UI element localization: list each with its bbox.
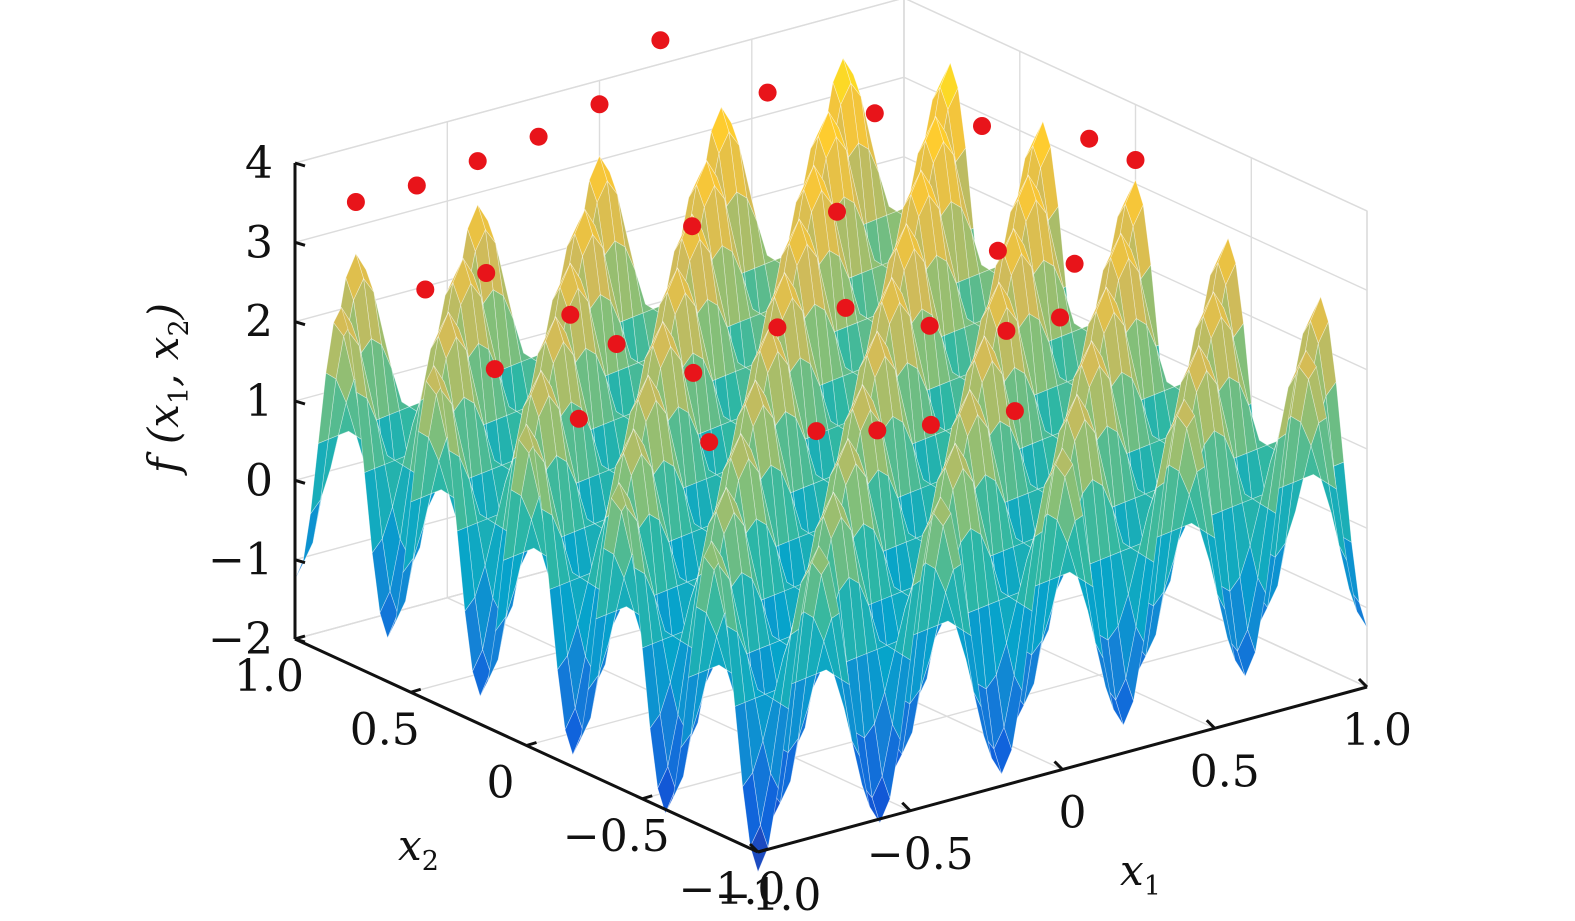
z-axis-label-suffix: ) [139, 303, 188, 320]
z-tick-label: 2 [245, 297, 273, 348]
z-tick-mark [294, 399, 306, 406]
surface-mesh [294, 57, 1368, 873]
x1-tick-mark [901, 801, 912, 812]
z-tick-label: −1 [208, 535, 273, 586]
x2-tick-mark [526, 741, 537, 747]
z-tick-mark [294, 320, 306, 327]
x2-tick-label: 1.0 [234, 651, 304, 702]
peak-marker [561, 305, 580, 324]
peak-marker [684, 363, 703, 382]
x2-axis-label-var: x [398, 821, 422, 870]
x1-tick-label: 0.5 [1190, 746, 1260, 797]
peak-marker [807, 422, 826, 441]
peak-marker [868, 421, 887, 440]
peak-marker [683, 217, 702, 236]
z-axis-label-sep: , [139, 360, 188, 387]
peak-marker [828, 202, 846, 221]
x2-axis-label-sub: 2 [422, 846, 439, 877]
peak-marker [1051, 308, 1069, 327]
x2-tick-mark [410, 687, 422, 694]
z-tick-label: −2 [208, 614, 273, 665]
surface-cell [749, 824, 769, 873]
peak-marker [997, 321, 1016, 340]
z-tick-mark [294, 240, 306, 247]
x1-tick-label: −1.0 [715, 870, 822, 921]
peak-marker [346, 193, 365, 211]
peak-marker [485, 360, 504, 379]
x1-tick-mark [1357, 677, 1369, 689]
peak-marker [768, 318, 787, 337]
x2-tick-label: −1.0 [679, 864, 786, 915]
peak-marker [651, 31, 670, 50]
peak-marker [1126, 151, 1145, 169]
peak-marker [758, 83, 777, 102]
x2-tick-mark [757, 847, 769, 854]
x1-tick-mark [748, 842, 760, 854]
x1-tick-label: −0.5 [867, 829, 974, 880]
axis-labels: x1 x2 f (x1, x2) [139, 303, 1161, 902]
x1-axis-label-sub: 1 [1144, 871, 1161, 902]
x1-axis-label-var: x [1120, 846, 1144, 895]
peak-marker [569, 409, 588, 428]
x2-axis-label: x2 [398, 821, 439, 877]
x1-tick-label: 1.0 [1342, 705, 1412, 756]
x2-tick-label: 0 [487, 758, 515, 809]
peak-marker [700, 433, 719, 452]
peak-marker [607, 335, 626, 353]
peak-marker [1080, 129, 1099, 148]
peak-marker [973, 117, 991, 135]
peak-marker [590, 95, 609, 114]
z-axis-label-var2: x [139, 336, 188, 360]
grid-line-z [294, 0, 1368, 212]
peak-marker [988, 241, 1007, 260]
x1-tick-mark [1053, 760, 1064, 771]
peak-marker [477, 264, 496, 282]
z-tick-label: 0 [245, 455, 273, 506]
peak-marker [865, 104, 884, 123]
z-tick-mark [294, 161, 306, 168]
z-axis-label-sub2: 2 [164, 319, 195, 336]
x1-tick-label: 0 [1059, 788, 1087, 839]
peak-marker [407, 176, 426, 195]
z-axis-label-sub1: 1 [164, 387, 195, 404]
z-tick-label: 1 [245, 376, 273, 427]
peak-marker [1065, 254, 1084, 273]
z-tick-mark [294, 558, 306, 565]
x1-tick-mark [1205, 719, 1216, 730]
x1-axis-label: x1 [1120, 846, 1161, 902]
peak-marker [416, 280, 435, 299]
grid-line-z [294, 76, 1368, 291]
peak-marker [921, 415, 940, 434]
peak-marker [529, 127, 548, 146]
z-axis-label-var1: x [139, 404, 188, 428]
axes [293, 161, 1369, 854]
z-tick-mark [294, 637, 306, 644]
z-axis-label: f (x1, x2) [139, 303, 195, 476]
x2-tick-label: 0.5 [350, 704, 420, 755]
x2-tick-mark [641, 794, 653, 801]
peak-marker [468, 152, 487, 171]
x2-tick-label: −0.5 [563, 811, 670, 862]
peak-marker [1005, 402, 1024, 421]
z-axis-label-prefix: f ( [139, 426, 188, 476]
z-tick-label: 4 [245, 138, 273, 189]
peak-marker [920, 316, 939, 335]
z-tick-mark [294, 478, 306, 485]
peak-marker [836, 298, 855, 317]
z-tick-label: 3 [245, 217, 273, 268]
peak-markers [346, 31, 1145, 452]
